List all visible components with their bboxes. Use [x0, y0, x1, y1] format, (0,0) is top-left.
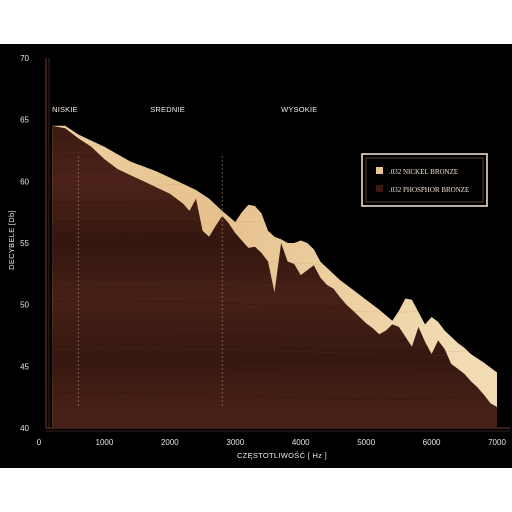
band-label: NISKIE: [52, 105, 78, 114]
area-phosphor-bronze: [52, 125, 497, 429]
y-tick-label: 45: [20, 362, 29, 371]
x-tick-label: 0: [37, 438, 42, 447]
chart-svg: 40 45 50 55 60 65 70 0 1000 2000 3000 4000 5000 6000…: [7, 54, 510, 460]
y-axis-label: DECYBELE [Db]: [7, 210, 16, 270]
legend-frame-outer: [361, 153, 488, 207]
x-tick-label: 1000: [96, 438, 114, 447]
x-tick-label: 2000: [161, 438, 179, 447]
y-tick-label: 70: [20, 54, 29, 63]
x-tick-label: 4000: [292, 438, 310, 447]
y-tick-label: 55: [20, 239, 29, 248]
y-tick-label: 60: [20, 177, 29, 186]
band-label: SREDNIE: [150, 105, 185, 114]
legend-swatch-nickel-bronze: [376, 167, 383, 174]
x-tick-label: 3000: [226, 438, 244, 447]
y-tick-label: 40: [20, 424, 29, 433]
legend-label-nickel-bronze: .032 NICKEL BRONZE: [389, 168, 458, 176]
x-tick-label: 7000: [488, 438, 506, 447]
x-tick-label: 6000: [423, 438, 441, 447]
legend-frame-inner: [365, 157, 484, 203]
chart-area: 40 45 50 55 60 65 70 0 1000 2000 3000 4000 5000 6000…: [0, 44, 512, 468]
x-tick-label: 5000: [357, 438, 375, 447]
legend-swatch-phosphor-bronze: [376, 185, 383, 192]
y-tick-label: 50: [20, 301, 29, 310]
band-label: WYSOKIE: [281, 105, 317, 114]
y-tick-label: 65: [20, 116, 29, 125]
x-axis-label: CZĘSTOTLIWOŚĆ [ Hz ]: [237, 451, 327, 460]
legend: .032 NICKEL BRONZE .032 PHOSPHOR BRONZE: [361, 153, 488, 207]
legend-label-phosphor-bronze: .032 PHOSPHOR BRONZE: [389, 186, 469, 194]
